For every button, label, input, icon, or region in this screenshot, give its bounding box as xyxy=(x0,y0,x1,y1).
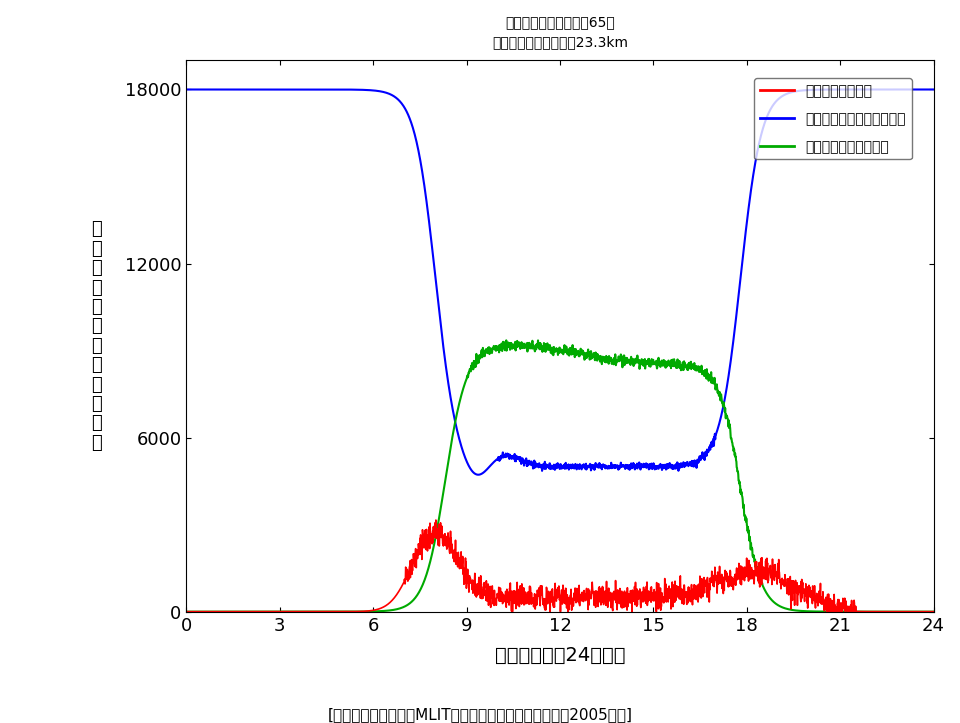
道路を走行中の車 xyxy=(202,607,213,616)
住宅（家庭）の車庫いる車 xyxy=(472,471,484,479)
住宅（家庭）の車庫いる車 xyxy=(202,85,213,94)
道路を走行中の車 xyxy=(927,607,939,616)
Title: １日の平均走行時間：65分
１日の平均走行距離：23.3km: １日の平均走行時間：65分 １日の平均走行距離：23.3km xyxy=(492,15,628,50)
Text: [日本の国土交通省（MLIT）の県内の乗用車交通調査（2005年）]: [日本の国土交通省（MLIT）の県内の乗用車交通調査（2005年）] xyxy=(327,707,633,722)
住宅（家庭）の車庫いる車 xyxy=(263,85,275,94)
職場の駐車場にいる車 xyxy=(202,607,213,616)
職場の駐車場にいる車 xyxy=(180,607,192,616)
Text: 自
動
車
の
数
（
単
位
．
．
台
）: 自 動 車 の 数 （ 単 位 ． ． 台 ） xyxy=(91,221,102,452)
職場の駐車場にいる車 xyxy=(927,607,939,616)
Line: 道路を走行中の車: 道路を走行中の車 xyxy=(186,520,933,612)
道路を走行中の車 xyxy=(430,515,442,524)
住宅（家庭）の車庫いる車 xyxy=(180,85,192,94)
職場の駐車場にいる車 xyxy=(238,607,250,616)
道路を走行中の車 xyxy=(238,607,250,616)
住宅（家庭）の車庫いる車 xyxy=(927,85,939,94)
道路を走行中の車 xyxy=(180,607,192,616)
職場の駐車場にいる車 xyxy=(263,607,275,616)
住宅（家庭）の車庫いる車 xyxy=(814,85,826,94)
住宅（家庭）の車庫いる車 xyxy=(520,457,532,466)
道路を走行中の車 xyxy=(263,607,275,616)
道路を走行中の車 xyxy=(520,596,532,605)
職場の駐車場にいる車 xyxy=(814,607,826,616)
道路を走行中の車 xyxy=(507,607,518,616)
住宅（家庭）の車庫いる車 xyxy=(283,85,295,94)
道路を走行中の車 xyxy=(814,595,826,604)
Legend: 道路を走行中の車, 住宅（家庭）の車庫いる車, 職場の駐車場にいる車: 道路を走行中の車, 住宅（家庭）の車庫いる車, 職場の駐車場にいる車 xyxy=(755,79,912,159)
職場の駐車場にいる車 xyxy=(520,343,532,352)
住宅（家庭）の車庫いる車 xyxy=(238,85,250,94)
Line: 住宅（家庭）の車庫いる車: 住宅（家庭）の車庫いる車 xyxy=(186,90,933,475)
職場の駐車場にいる車 xyxy=(500,336,512,345)
X-axis label: １日の時間（24時間）: １日の時間（24時間） xyxy=(494,646,625,664)
道路を走行中の車 xyxy=(283,607,295,616)
職場の駐車場にいる車 xyxy=(283,607,295,616)
Line: 職場の駐車場にいる車: 職場の駐車場にいる車 xyxy=(186,341,933,612)
